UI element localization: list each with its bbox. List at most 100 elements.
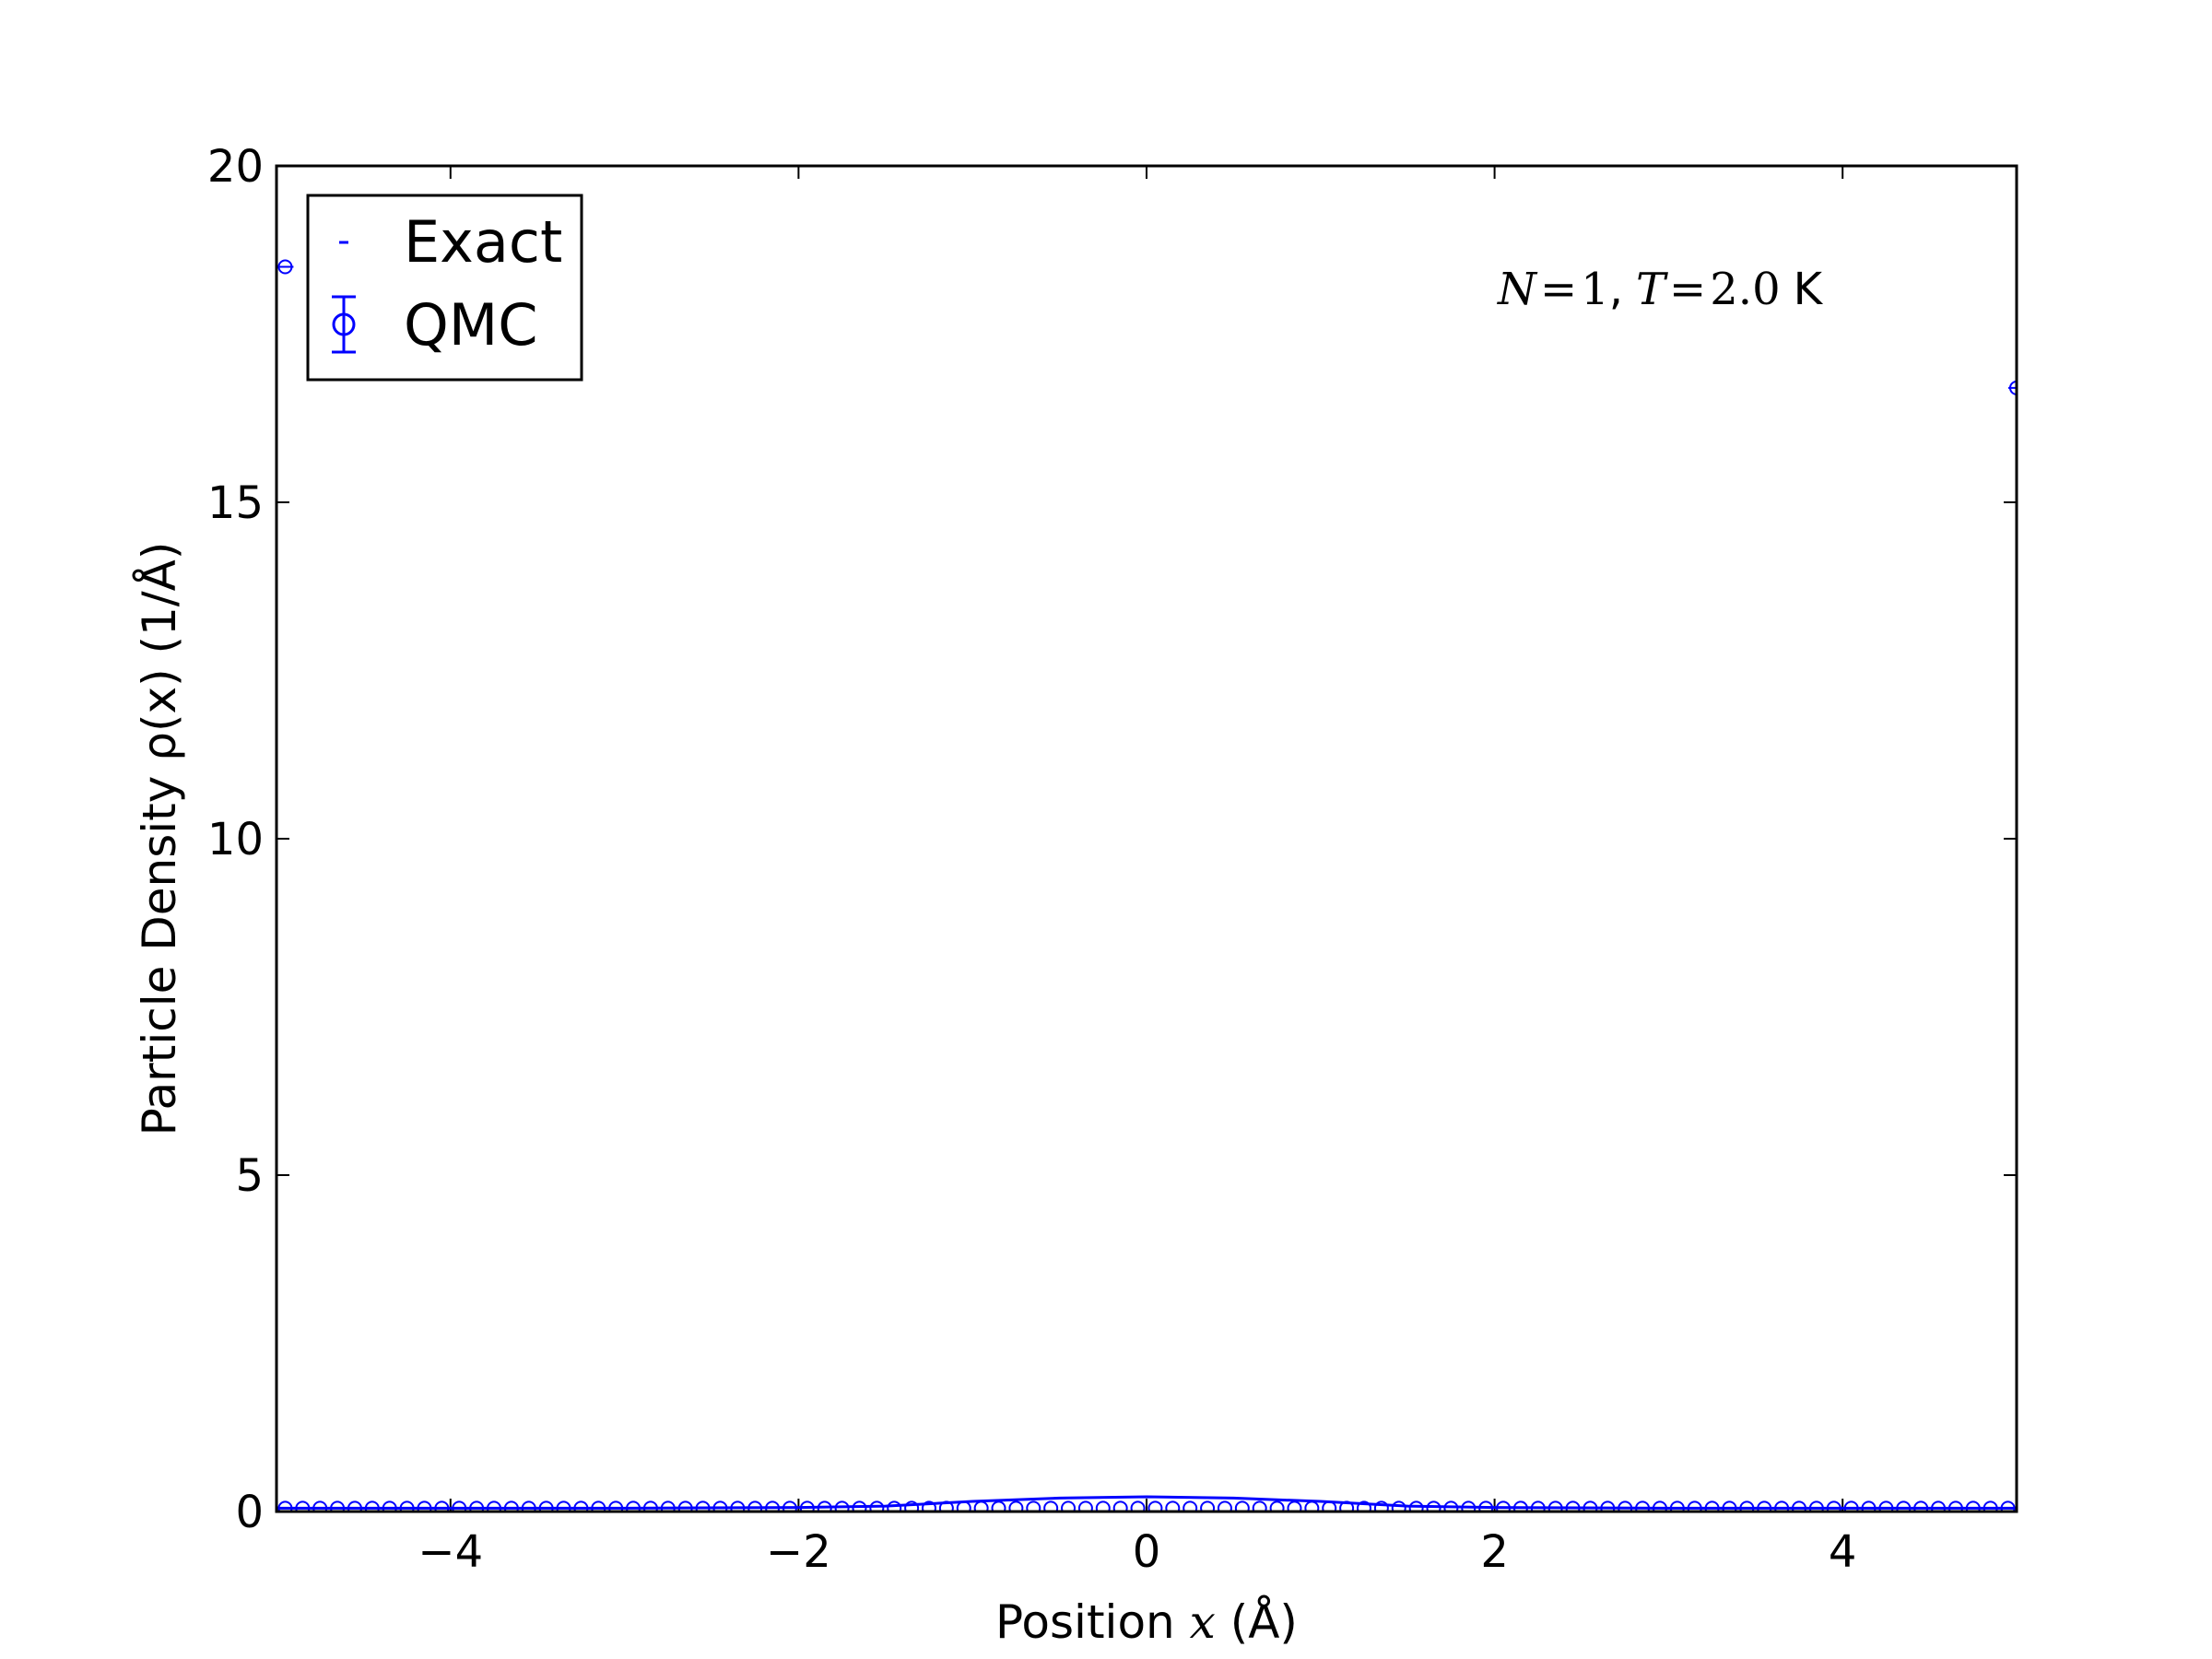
qmc-point [1182,1500,1198,1512]
x-tick-labels: −4 −2 0 2 4 [418,1526,1856,1578]
exact-series [276,1495,2017,1510]
qmc-point [1652,1500,1667,1512]
qmc-point [1217,1500,1232,1512]
qmc-point [1147,1500,1163,1512]
x-tick-label: 2 [1480,1526,1509,1578]
qmc-point [608,1500,624,1512]
qmc-point [1200,1500,1216,1512]
qmc-point [1496,1500,1512,1512]
qmc-point [1565,1500,1581,1512]
x-tick-label: 0 [1133,1526,1161,1578]
y-axis-label: Particle Density ρ(x) (1/Å) [133,542,186,1136]
qmc-point [1965,1500,1981,1512]
qmc-point [1739,1500,1755,1512]
qmc-point [1095,1500,1111,1512]
qmc-point [573,1500,589,1512]
qmc-point [904,1500,920,1512]
qmc-point [2000,1500,2016,1512]
legend-box [306,194,583,382]
y-tick-labels: 0 5 10 15 20 [207,141,264,1538]
qmc-point [1426,1500,1441,1512]
legend-qmc-marker [332,295,356,354]
qmc-point [1287,1500,1302,1512]
qmc-point [591,1500,606,1512]
legend-qmc-label: QMC [404,291,538,359]
qmc-point [521,1500,536,1512]
qmc-point [1669,1500,1685,1512]
qmc-point [1983,1500,1998,1512]
qmc-point [1826,1500,1841,1512]
qmc-point [1373,1500,1389,1512]
qmc-point [1530,1500,1546,1512]
qmc-point [382,1500,397,1512]
qmc-point [330,1500,346,1512]
qmc-point [799,1500,815,1512]
qmc-point [973,1500,989,1512]
y-tick-label: 15 [207,477,264,529]
qmc-point [417,1500,432,1512]
qmc-point [1635,1500,1651,1512]
qmc-point [956,1500,971,1512]
qmc-point [487,1500,501,1512]
qmc-point [765,1500,781,1512]
qmc-point [1722,1500,1737,1512]
qmc-point [347,1500,362,1512]
qmc-point [852,1500,867,1512]
qmc-point [277,1500,293,1512]
qmc-point [1792,1500,1806,1512]
qmc-point [782,1500,797,1512]
qmc-point [1896,1500,1912,1512]
qmc-point [695,1500,711,1512]
y-tick-label: 10 [207,814,264,865]
qmc-point [1583,1500,1598,1512]
qmc-point [503,1500,519,1512]
y-tick-label: 20 [207,141,264,193]
qmc-point [1443,1500,1459,1512]
qmc-series [276,259,2017,1512]
qmc-point [1687,1500,1702,1512]
qmc-point [312,1500,328,1512]
qmc-point [642,1500,658,1512]
qmc-point [1339,1500,1355,1512]
qmc-point [1843,1500,1859,1512]
qmc-point [938,1500,954,1512]
qmc-point [1861,1500,1877,1512]
y-tick-label: 0 [235,1487,264,1538]
qmc-point [1618,1500,1633,1512]
qmc-point [1600,1500,1616,1512]
qmc-point [556,1500,571,1512]
qmc-point [1252,1500,1267,1512]
qmc-point [1322,1500,1337,1512]
qmc-point [1478,1500,1494,1512]
qmc-point [1061,1500,1077,1512]
qmc-point [538,1500,554,1512]
legend: Exact QMC [306,194,583,382]
qmc-point [869,1500,885,1512]
qmc-point [1547,1500,1563,1512]
qmc-point [626,1500,641,1512]
qmc-point [1008,1500,1024,1512]
qmc-point [1757,1500,1772,1512]
qmc-point [1947,1500,1963,1512]
qmc-point [747,1500,763,1512]
qmc-point [730,1500,746,1512]
parameter-annotation: N=1, T=2.0 K [1497,264,1824,315]
qmc-point [1704,1500,1720,1512]
qmc-point [1269,1500,1285,1512]
qmc-point [834,1500,850,1512]
qmc-point [364,1500,380,1512]
qmc-point [887,1500,902,1512]
qmc-point [1077,1500,1093,1512]
qmc-point [660,1500,676,1512]
qmc-point [469,1500,485,1512]
y-tick-label: 5 [235,1150,264,1202]
qmc-point [1304,1500,1320,1512]
qmc-point [922,1500,936,1512]
x-tick-label: −2 [766,1526,831,1578]
qmc-point [991,1500,1006,1512]
qmc-point [1931,1500,1947,1512]
x-tick-label: −4 [418,1526,483,1578]
qmc-point [1026,1500,1041,1512]
qmc-point [1774,1500,1790,1512]
qmc-point [452,1500,467,1512]
